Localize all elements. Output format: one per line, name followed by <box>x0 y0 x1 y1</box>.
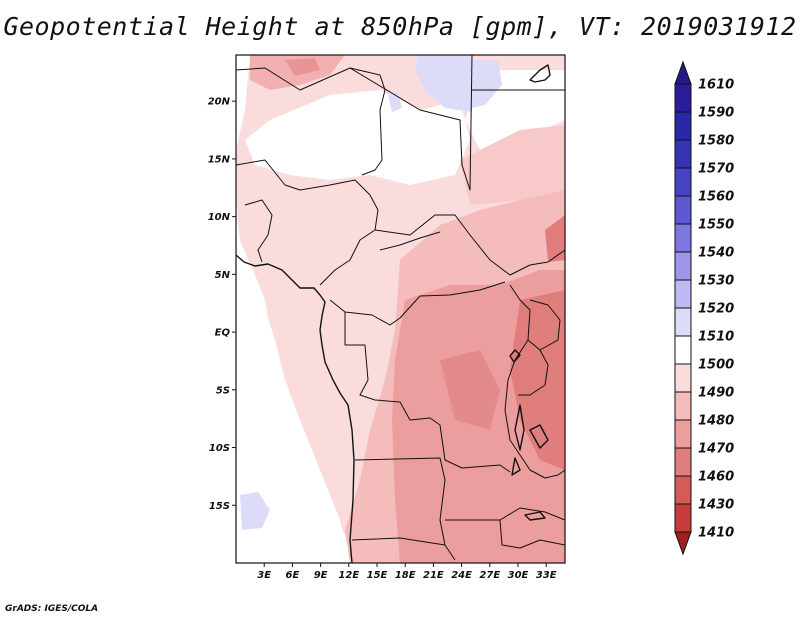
colorbar-label: 1530 <box>698 274 734 289</box>
lat-tick-label: 15N <box>208 154 231 165</box>
colorbar-swatch <box>674 307 692 337</box>
lon-tick-label: 12E <box>338 570 359 581</box>
colorbar-swatch <box>674 195 692 225</box>
colorbar-label: 1490 <box>698 386 734 401</box>
lon-tick-label: 18E <box>395 570 416 581</box>
lat-tick-label: 20N <box>208 97 231 108</box>
longitude-axis: 3E 6E 9E 12E 15E 18E 21E 24E 27E 30E 33E <box>257 563 557 581</box>
lat-tick-label: 5N <box>215 270 231 281</box>
colorbar-label: 1570 <box>698 162 734 177</box>
colorbar-swatch <box>674 167 692 197</box>
colorbar-bottom-arrow <box>674 531 692 556</box>
colorbar-top-arrow <box>674 60 692 85</box>
colorbar-label: 1500 <box>698 358 734 373</box>
colorbar-swatch <box>674 419 692 449</box>
colorbar-label: 1560 <box>698 190 734 205</box>
colorbar-label: 1520 <box>698 302 734 317</box>
lon-tick-label: 3E <box>257 570 271 581</box>
colorbar-swatch <box>674 391 692 421</box>
lat-tick-label: 15S <box>209 501 230 512</box>
colorbar-label: 1550 <box>698 218 734 233</box>
lon-tick-label: 33E <box>536 570 557 581</box>
map-title: Geopotential Height at 850hPa [gpm], VT:… <box>3 12 797 41</box>
colorbar-swatch <box>674 139 692 169</box>
lon-tick-label: 30E <box>508 570 529 581</box>
lon-tick-label: 15E <box>367 570 388 581</box>
lon-tick-label: 9E <box>314 570 328 581</box>
latitude-axis: 20N 15N 10N 5N EQ 5S 10S 15S <box>208 97 236 512</box>
colorbar: 1610 1590 1580 1570 1560 1550 1540 1530 1520 1510… <box>674 60 734 556</box>
colorbar-swatch <box>674 503 692 533</box>
colorbar-label: 1460 <box>698 470 734 485</box>
lat-tick-label: 10S <box>209 443 230 454</box>
colorbar-label: 1590 <box>698 106 734 121</box>
lat-tick-label: 10N <box>208 212 231 223</box>
colorbar-label: 1610 <box>698 78 734 93</box>
colorbar-label: 1540 <box>698 246 734 261</box>
lat-tick-label: EQ <box>215 328 231 339</box>
colorbar-label: 1480 <box>698 414 734 429</box>
map-frame <box>235 54 566 564</box>
colorbar-label: 1410 <box>698 526 734 541</box>
colorbar-swatch <box>674 363 692 393</box>
grads-credit: GrADS: IGES/COLA <box>5 604 99 614</box>
colorbar-label: 1580 <box>698 134 734 149</box>
colorbar-swatch <box>674 475 692 505</box>
colorbar-label: 1470 <box>698 442 734 457</box>
colorbar-swatch <box>674 447 692 477</box>
colorbar-swatch <box>674 111 692 141</box>
colorbar-swatch <box>674 335 692 365</box>
lon-tick-label: 6E <box>286 570 300 581</box>
colorbar-swatch <box>674 279 692 309</box>
colorbar-swatch <box>674 223 692 253</box>
coastlines-and-borders <box>236 55 565 563</box>
colorbar-swatch <box>674 251 692 281</box>
colorbar-label: 1430 <box>698 498 734 513</box>
height-field <box>236 55 565 563</box>
lon-tick-label: 24E <box>451 570 472 581</box>
lon-tick-label: 27E <box>479 570 500 581</box>
colorbar-label: 1510 <box>698 330 734 345</box>
colorbar-swatch <box>674 83 692 113</box>
lat-tick-label: 5S <box>216 385 230 396</box>
lon-tick-label: 21E <box>423 570 444 581</box>
